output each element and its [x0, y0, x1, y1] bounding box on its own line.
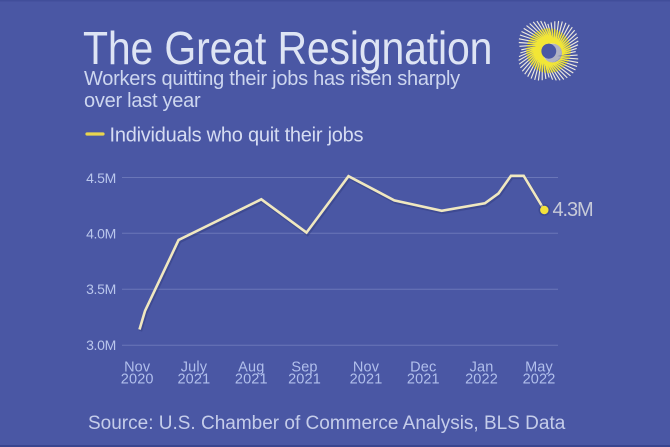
- svg-text:over last year: over last year: [84, 90, 201, 112]
- svg-text:Individuals who quit their job: Individuals who quit their jobs: [110, 124, 364, 146]
- svg-text:Source: U.S. Chamber of Commer: Source: U.S. Chamber of Commerce Analysi…: [88, 413, 566, 434]
- svg-text:May: May: [525, 359, 553, 375]
- svg-text:2021: 2021: [350, 372, 383, 388]
- svg-text:3.0M: 3.0M: [86, 337, 116, 353]
- svg-text:2020: 2020: [121, 372, 154, 388]
- svg-text:Aug: Aug: [238, 359, 264, 375]
- svg-text:Nov: Nov: [124, 359, 151, 375]
- svg-text:2021: 2021: [407, 372, 440, 388]
- svg-text:2021: 2021: [235, 372, 268, 388]
- svg-text:2021: 2021: [288, 372, 321, 388]
- svg-text:2022: 2022: [523, 372, 556, 388]
- svg-text:4.5M: 4.5M: [86, 170, 116, 186]
- svg-text:2021: 2021: [177, 372, 210, 388]
- svg-text:Dec: Dec: [410, 359, 436, 375]
- svg-text:4.3M: 4.3M: [553, 199, 594, 221]
- svg-text:The Great Resignation: The Great Resignation: [83, 23, 492, 75]
- svg-text:Jan: Jan: [470, 359, 494, 375]
- svg-text:July: July: [181, 359, 208, 375]
- svg-text:Workers quitting their jobs ha: Workers quitting their jobs has risen sh…: [84, 68, 460, 90]
- svg-text:Nov: Nov: [353, 359, 380, 375]
- svg-text:4.0M: 4.0M: [86, 226, 116, 242]
- svg-text:3.5M: 3.5M: [86, 281, 116, 297]
- svg-text:Sep: Sep: [291, 359, 317, 375]
- svg-text:2022: 2022: [465, 372, 498, 388]
